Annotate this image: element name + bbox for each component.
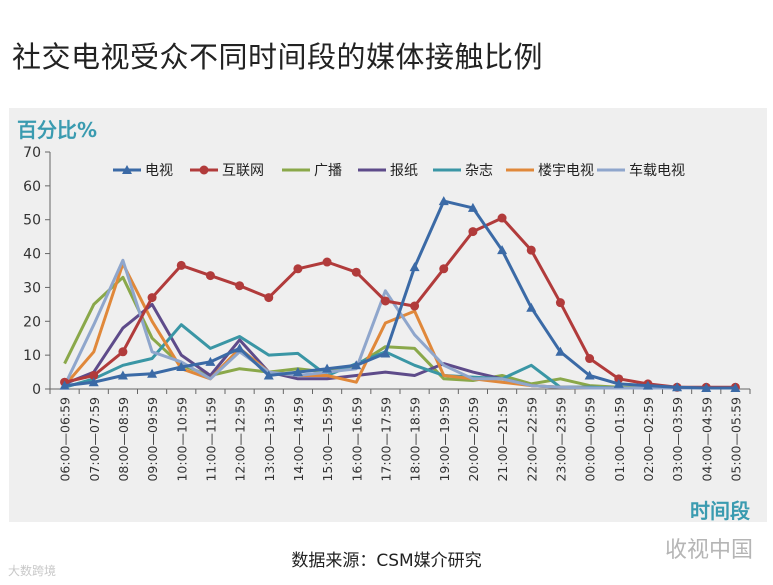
- data-point: [497, 213, 507, 223]
- source-note: 数据来源：CSM媒介研究: [291, 551, 482, 571]
- x-tick-label: 15:00—15:59: [320, 397, 335, 482]
- x-tick-label: 17:00—17:59: [378, 397, 393, 482]
- data-point: [351, 360, 362, 370]
- y-tick-label: 40: [23, 247, 41, 263]
- data-point: [322, 257, 332, 267]
- data-point: [555, 346, 566, 356]
- data-point: [614, 374, 624, 384]
- data-point: [497, 245, 508, 255]
- legend-label: 报纸: [390, 163, 418, 179]
- legend-label: 电视: [145, 163, 173, 179]
- data-point: [613, 378, 624, 388]
- x-tick-label: 12:00—12:59: [233, 397, 248, 482]
- series-line-6: [63, 258, 736, 390]
- data-point: [176, 260, 186, 270]
- x-tick-label: 02:00—02:59: [641, 397, 656, 482]
- watermark-left: 大数跨境: [8, 564, 57, 578]
- x-tick-label: 19:00—19:59: [437, 397, 452, 482]
- data-point: [205, 271, 215, 281]
- x-tick-label: 00:00—00:59: [583, 397, 598, 482]
- chart-panel: [9, 108, 767, 522]
- x-tick-label: 14:00—14:59: [291, 397, 306, 482]
- watermark-right: 收视中国: [664, 538, 753, 563]
- data-point: [147, 293, 157, 303]
- data-point: [642, 380, 653, 390]
- x-tick-label: 20:00—20:59: [466, 397, 481, 482]
- data-point: [701, 382, 712, 392]
- data-point: [467, 202, 478, 212]
- data-point: [59, 380, 70, 390]
- x-tick-label: 13:00—13:59: [262, 397, 277, 482]
- data-point: [526, 302, 537, 312]
- data-point: [468, 227, 478, 237]
- data-point: [585, 354, 595, 364]
- x-axis-label: 时间段: [690, 499, 750, 523]
- legend-marker: [122, 165, 132, 174]
- data-point: [584, 370, 595, 380]
- legend-marker: [199, 165, 209, 175]
- x-tick-label: 07:00—07:59: [87, 397, 102, 482]
- x-tick-label: 22:00—22:59: [524, 397, 539, 482]
- y-tick-label: 60: [23, 179, 41, 195]
- x-tick-label: 21:00—21:59: [495, 397, 510, 482]
- x-tick-label: 16:00—16:59: [349, 397, 364, 482]
- x-tick-label: 06:00—06:59: [58, 397, 73, 482]
- y-tick-label: 20: [23, 314, 41, 330]
- legend-label: 互联网: [222, 163, 264, 179]
- y-tick-label: 10: [23, 348, 41, 364]
- x-tick-label: 08:00—08:59: [116, 397, 131, 482]
- data-point: [293, 264, 303, 274]
- data-point: [235, 281, 245, 291]
- data-point: [176, 361, 187, 371]
- data-point: [672, 382, 683, 392]
- data-point: [147, 368, 158, 378]
- legend-label: 杂志: [465, 163, 493, 179]
- x-tick-label: 04:00—04:59: [699, 397, 714, 482]
- y-axis-label: 百分比%: [17, 118, 97, 142]
- data-point: [730, 382, 741, 392]
- y-tick-label: 30: [23, 280, 41, 296]
- x-tick-label: 18:00—18:59: [408, 397, 423, 482]
- legend-label: 车载电视: [629, 162, 685, 179]
- data-point: [89, 370, 99, 380]
- data-point: [264, 293, 274, 303]
- legend-label: 广播: [314, 163, 342, 179]
- data-point: [380, 296, 390, 306]
- data-point: [526, 245, 536, 255]
- y-tick-label: 50: [23, 213, 41, 229]
- y-tick-label: 0: [32, 382, 41, 398]
- x-tick-label: 03:00—03:59: [670, 397, 685, 482]
- data-point: [234, 343, 245, 353]
- data-point: [351, 267, 361, 277]
- data-point: [205, 356, 216, 366]
- data-point: [439, 264, 449, 274]
- x-tick-label: 09:00—09:59: [145, 397, 160, 482]
- data-point: [322, 363, 333, 373]
- data-point: [438, 196, 449, 206]
- x-tick-label: 05:00—05:59: [728, 397, 743, 482]
- data-point: [88, 377, 99, 387]
- series-line-1: [64, 216, 736, 389]
- series-line-0: [64, 199, 736, 390]
- page-title: 社交电视受众不同时间段的媒体接触比例: [12, 40, 544, 74]
- data-point: [292, 367, 303, 377]
- x-tick-label: 10:00—10:59: [174, 397, 189, 482]
- y-tick-label: 70: [23, 145, 41, 161]
- data-point: [410, 301, 420, 311]
- data-point: [117, 370, 128, 380]
- data-point: [380, 348, 391, 358]
- x-tick-label: 01:00—01:59: [612, 397, 627, 482]
- x-tick-label: 23:00—23:59: [553, 397, 568, 482]
- data-point: [263, 370, 274, 380]
- x-tick-label: 11:00—11:59: [203, 397, 218, 482]
- legend-label: 楼宇电视: [538, 163, 594, 179]
- data-point: [409, 262, 420, 272]
- data-point: [118, 347, 128, 357]
- data-point: [555, 298, 565, 308]
